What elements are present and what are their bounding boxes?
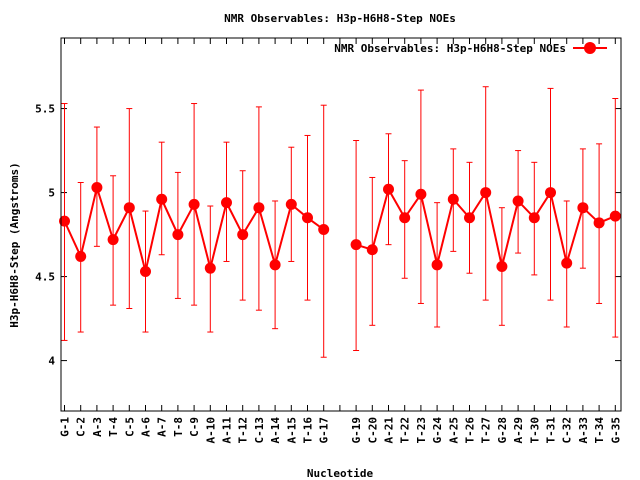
x-tick-label: A-15 bbox=[285, 417, 298, 444]
data-point bbox=[172, 229, 184, 241]
data-point bbox=[366, 244, 378, 256]
x-tick-label: C-20 bbox=[366, 417, 379, 444]
plot-area bbox=[59, 86, 621, 358]
legend-label: NMR Observables: H3p-H6H8-Step NOEs bbox=[334, 42, 566, 55]
x-tick-label: G-17 bbox=[318, 417, 331, 444]
data-point bbox=[107, 234, 119, 246]
x-tick-label: A-6 bbox=[140, 417, 153, 437]
data-point bbox=[269, 259, 281, 271]
data-point bbox=[561, 257, 573, 269]
x-tick-label: G-19 bbox=[350, 417, 363, 444]
x-tick-label: A-21 bbox=[383, 417, 396, 444]
x-tick-label: T-12 bbox=[237, 417, 250, 444]
x-tick-label: C-5 bbox=[123, 417, 136, 437]
x-tick-label: A-33 bbox=[577, 417, 590, 444]
y-tick-label: 5 bbox=[48, 187, 55, 200]
data-point bbox=[431, 259, 443, 271]
data-point bbox=[253, 202, 265, 214]
data-point bbox=[383, 183, 394, 195]
x-tick-label: T-22 bbox=[399, 417, 412, 444]
data-point bbox=[528, 212, 540, 224]
data-point bbox=[91, 182, 103, 194]
data-point bbox=[447, 193, 459, 205]
data-point bbox=[399, 212, 411, 224]
x-tick-label: C-32 bbox=[561, 417, 574, 444]
data-point bbox=[302, 212, 313, 224]
x-tick-label: C-13 bbox=[253, 417, 266, 444]
x-tick-label: A-25 bbox=[447, 417, 460, 444]
x-tick-label: T-26 bbox=[464, 417, 477, 444]
x-tick-label: T-27 bbox=[480, 417, 493, 444]
data-point bbox=[480, 187, 492, 199]
legend-marker-swatch bbox=[584, 42, 596, 54]
x-tick-label: T-16 bbox=[302, 417, 315, 444]
x-tick-label: T-8 bbox=[172, 417, 185, 437]
x-tick-label: T-34 bbox=[593, 417, 606, 444]
data-point bbox=[496, 261, 508, 273]
data-point bbox=[221, 197, 232, 209]
x-tick-label: T-23 bbox=[415, 417, 428, 444]
data-point bbox=[285, 198, 297, 210]
data-point bbox=[123, 202, 135, 214]
plot-frame bbox=[60, 37, 622, 412]
x-tick-label: T-31 bbox=[545, 417, 558, 444]
data-point bbox=[156, 193, 168, 205]
x-tick-label: A-7 bbox=[156, 417, 169, 437]
x-tick-label: A-10 bbox=[204, 417, 217, 444]
y-tick-label: 4 bbox=[48, 355, 55, 368]
data-point bbox=[577, 202, 589, 214]
data-point bbox=[350, 239, 362, 251]
data-point bbox=[415, 188, 427, 200]
x-tick-label: G-24 bbox=[431, 417, 444, 444]
x-tick-label: A-14 bbox=[269, 417, 282, 444]
axis-ticks: 4 4.5 5 5.5 G-1 C-2 A-3 T-4 C-5 A-6 A-7 T-8 C-9 A-10 A… bbox=[35, 38, 622, 444]
y-tick-label: 4.5 bbox=[35, 271, 55, 284]
data-point bbox=[75, 250, 87, 262]
x-tick-label: T-30 bbox=[528, 417, 541, 444]
x-tick-label: G-1 bbox=[59, 417, 72, 437]
data-point bbox=[59, 215, 70, 227]
x-tick-label: C-2 bbox=[75, 417, 88, 437]
x-tick-label: A-29 bbox=[512, 417, 525, 444]
data-point bbox=[593, 217, 605, 229]
y-axis-label: H3p-H6H8-Step (Angstroms) bbox=[8, 162, 21, 328]
x-axis-label: Nucleotide bbox=[307, 467, 374, 480]
x-tick-label: G-35 bbox=[609, 417, 622, 444]
chart-title: NMR Observables: H3p-H6H8-Step NOEs bbox=[224, 12, 456, 25]
x-tick-label: A-3 bbox=[91, 417, 104, 437]
data-point bbox=[237, 229, 249, 241]
data-point bbox=[545, 187, 556, 199]
legend: NMR Observables: H3p-H6H8-Step NOEs bbox=[334, 42, 607, 55]
data-point bbox=[464, 212, 475, 224]
y-tick-label: 5.5 bbox=[35, 103, 55, 116]
data-point bbox=[512, 195, 524, 207]
data-point bbox=[204, 262, 216, 274]
x-tick-label: G-28 bbox=[496, 417, 509, 444]
x-tick-label: T-4 bbox=[107, 417, 120, 437]
x-tick-label: A-11 bbox=[221, 417, 234, 444]
data-point bbox=[609, 210, 621, 222]
data-point bbox=[188, 198, 200, 210]
data-point bbox=[140, 266, 151, 278]
data-point bbox=[318, 224, 330, 236]
x-tick-label: C-9 bbox=[188, 417, 201, 437]
